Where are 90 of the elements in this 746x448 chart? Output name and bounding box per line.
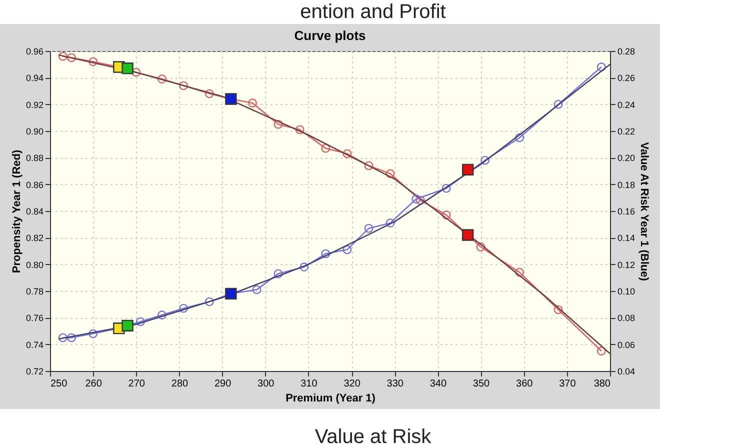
y2-tick-label: 0.28 (618, 46, 636, 56)
point (416, 196, 425, 205)
y2-tick-label: 0.26 (618, 73, 636, 84)
x-tick-label: 320 (344, 378, 361, 390)
y2-tick-label: 0.12 (618, 260, 636, 270)
point (204, 89, 214, 98)
point (321, 144, 330, 153)
point (364, 224, 374, 233)
point (122, 62, 134, 74)
y2-tick-label: 0.20 (618, 153, 636, 164)
point (342, 245, 352, 254)
x-tick-label: 310 (300, 378, 318, 390)
point (554, 100, 563, 109)
point (462, 229, 474, 241)
x-tick-label: 300 (258, 378, 275, 390)
point (462, 164, 474, 176)
point (88, 57, 98, 66)
point (386, 218, 395, 228)
y-tick-label: 0.94 (26, 73, 44, 84)
y2-tick-label: 0.24 (618, 100, 636, 110)
point (442, 184, 451, 193)
y-tick-label: 0.76 (26, 313, 44, 324)
x-tick-label: 250 (50, 378, 68, 390)
point (58, 333, 68, 342)
text: Value at Risk (314, 425, 432, 448)
point (554, 305, 563, 314)
x-tick-label: 290 (214, 378, 232, 390)
point (136, 317, 145, 326)
y2-tick-label: 0.06 (618, 340, 636, 350)
x-tick-label: 260 (85, 378, 102, 390)
x-axis-title: Premium (Year 1) (286, 392, 376, 404)
y-tick-label: 0.72 (26, 366, 44, 376)
x-tick-label: 340 (430, 378, 447, 390)
point (274, 269, 283, 278)
point (596, 62, 606, 72)
text: ention and Profit (299, 0, 447, 24)
point (248, 98, 257, 108)
point (132, 68, 141, 77)
point (412, 194, 421, 204)
x-tick-label: 270 (128, 378, 146, 390)
y2-tick-label: 0.10 (618, 286, 636, 296)
point (88, 329, 98, 338)
y2-tick-label: 0.22 (618, 126, 636, 136)
point (158, 310, 166, 320)
y2-axis-title: Value At Risk Year 1 (Blue) (638, 142, 650, 282)
y-tick-label: 0.96 (26, 46, 44, 56)
y-tick-label: 0.82 (26, 233, 44, 244)
y-tick-label: 0.74 (26, 340, 44, 350)
x-tick-label: 350 (472, 378, 490, 390)
point (67, 53, 76, 62)
y-tick-label: 0.84 (26, 206, 44, 216)
y-tick-label: 0.90 (26, 126, 44, 136)
point (596, 346, 606, 356)
y2-tick-label: 0.08 (618, 313, 636, 324)
point (476, 242, 486, 252)
y-axis-title: Propensity Year 1 (Red) (10, 150, 23, 274)
point (515, 268, 524, 277)
x-tick-label: 330 (386, 378, 404, 390)
y-tick-label: 0.92 (26, 100, 44, 110)
point (295, 125, 304, 134)
point (364, 161, 374, 170)
point (252, 285, 262, 294)
point (58, 52, 68, 61)
y-tick-label: 0.86 (26, 180, 44, 190)
point (342, 149, 352, 158)
chart-title: Curve plots (294, 28, 366, 43)
point (386, 169, 395, 178)
y2-tick-label: 0.04 (618, 366, 636, 376)
point (300, 262, 309, 272)
point (179, 81, 188, 90)
point (321, 249, 330, 258)
point (67, 333, 76, 342)
x-tick-label: 280 (171, 378, 189, 390)
y-tick-label: 0.78 (26, 286, 44, 296)
point (480, 156, 490, 165)
x-tick-label: 380 (594, 378, 611, 390)
point (515, 133, 524, 142)
point (122, 320, 134, 332)
y-tick-label: 0.80 (26, 260, 44, 270)
point (158, 74, 166, 84)
point (442, 210, 451, 220)
y2-tick-label: 0.14 (618, 233, 636, 244)
x-tick-label: 370 (559, 378, 576, 390)
point (179, 304, 188, 313)
y2-tick-label: 0.16 (618, 206, 636, 216)
y2-tick-label: 0.18 (618, 180, 636, 190)
point (204, 297, 214, 306)
x-tick-label: 360 (516, 378, 534, 390)
point (274, 120, 283, 129)
y-tick-label: 0.88 (26, 153, 44, 164)
